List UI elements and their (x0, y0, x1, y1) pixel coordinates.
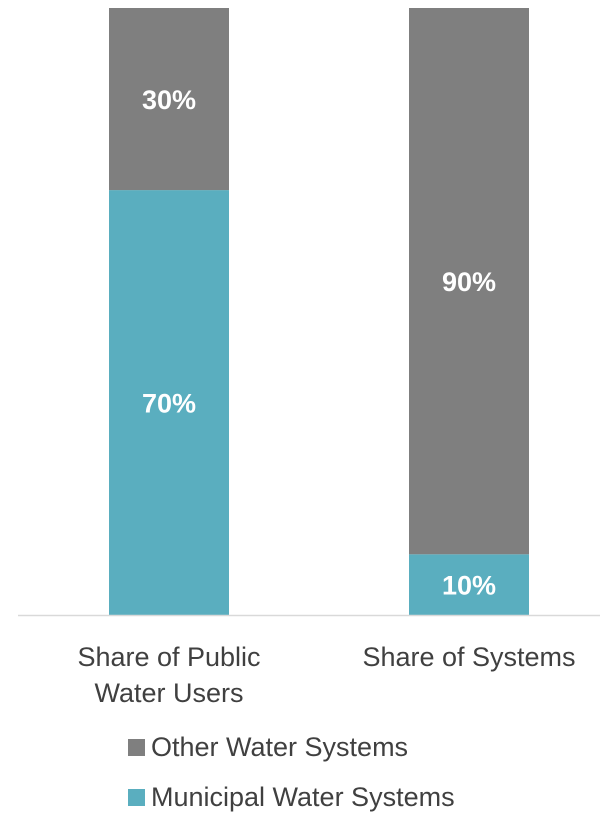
legend-label-other: Other Water Systems (151, 732, 409, 762)
legend-item-other-water-systems: Other Water Systems (128, 732, 408, 763)
data-label-municipal-0: 70% (142, 389, 196, 419)
data-label-municipal-1: 10% (442, 571, 496, 601)
bar-segment-other-1 (409, 8, 529, 555)
category-label-1-line-0: Share of Systems (362, 642, 575, 672)
data-label-other-0: 30% (142, 85, 196, 115)
bar-segment-municipal-0 (109, 190, 229, 615)
category-label-0-line-0: Share of Public (77, 642, 260, 672)
legend-label-municipal: Municipal Water Systems (151, 782, 455, 812)
stacked-bar-chart: 70% 30% Share of Public Water Users 10% 90% Sh… (18, 8, 600, 708)
legend-item-municipal-water-systems: Municipal Water Systems (128, 782, 455, 813)
legend-swatch-municipal (128, 789, 145, 806)
bar-segment-other-0 (109, 8, 229, 191)
data-label-other-1: 90% (442, 267, 496, 297)
bar-segment-municipal-1 (409, 554, 529, 615)
legend-swatch-other (128, 739, 145, 756)
category-label-0-line-1: Water Users (94, 678, 243, 708)
